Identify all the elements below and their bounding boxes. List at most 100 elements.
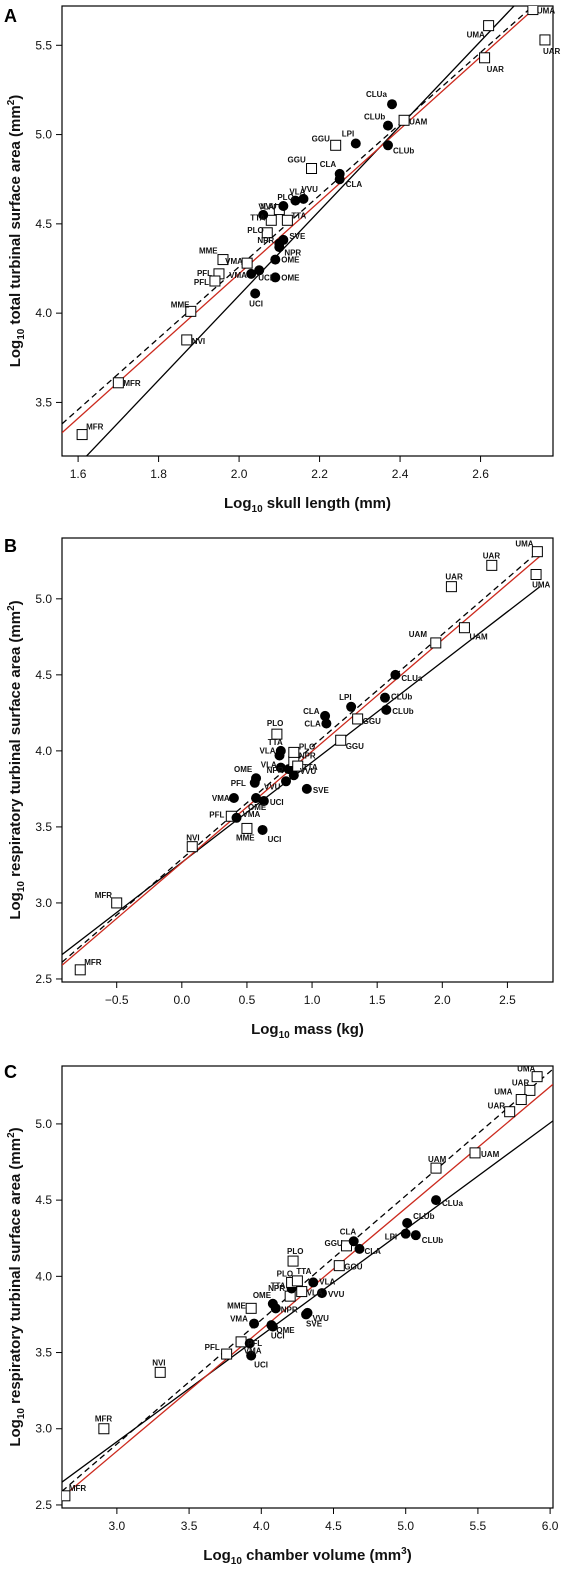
- point-open-square: [181, 334, 193, 346]
- point-open-square: [530, 568, 542, 580]
- point-label: UCI: [249, 300, 263, 309]
- point-filled-circle: [334, 174, 345, 185]
- point-label: NPR: [257, 236, 274, 245]
- point-label: VLA: [307, 1289, 323, 1298]
- point-label: PFL: [205, 1343, 220, 1352]
- point-label: VVU: [264, 782, 281, 791]
- point-open-square: [531, 1071, 543, 1083]
- point-label: VMA: [243, 810, 261, 819]
- point-label: MME: [236, 833, 255, 842]
- point-label: LPI: [385, 1233, 397, 1242]
- point-label: VMA: [225, 257, 243, 266]
- plot-area: [62, 1068, 553, 1502]
- point-open-square: [292, 760, 304, 772]
- point-open-square: [74, 964, 86, 976]
- chart-a-svg: A 1.6 1.8 2.0 2.2 2.4 2.6 3.5 4.0 4.5 5.0 5.5 Log10 …: [4, 5, 561, 515]
- panel-c: C 3.0 3.5 4.0 4.5 5.0 5.5 6.0 2.5 3.0 3.5 4.0 4.5 5.0…: [0, 1052, 561, 1578]
- x-axis-title: Log10 chamber volume (mm3): [203, 1546, 411, 1567]
- point-filled-circle: [267, 1321, 278, 1332]
- point-label: GGU: [324, 1239, 342, 1248]
- point-label: VMA: [212, 794, 230, 803]
- point-open-square: [186, 841, 198, 853]
- point-label: VLA: [289, 188, 305, 197]
- point-open-square: [445, 581, 457, 593]
- point-filled-circle: [346, 701, 357, 712]
- point-filled-circle: [390, 669, 401, 680]
- y-tick-label: 4.5: [35, 668, 52, 682]
- plot-frame: [61, 5, 554, 457]
- x-tick-label: 1.5: [369, 993, 386, 1007]
- point-open-square: [469, 1147, 481, 1159]
- x-tick-label: 2.4: [392, 467, 409, 481]
- point-open-square: [76, 429, 88, 441]
- x-tick-label: 6.0: [542, 1519, 559, 1533]
- point-filled-circle: [254, 265, 265, 276]
- point-label: PFL: [231, 779, 246, 788]
- point-label: MME: [171, 300, 190, 309]
- point-open-square: [209, 275, 221, 287]
- point-label: MME: [227, 1301, 246, 1310]
- point-label: VVU: [313, 1314, 330, 1323]
- point-label: VVU: [328, 1290, 345, 1299]
- x-tick-label: 3.0: [109, 1519, 126, 1533]
- point-filled-circle: [348, 1236, 359, 1247]
- y-tick-label: 3.0: [35, 1422, 52, 1436]
- y-tick-label: 3.5: [35, 820, 52, 834]
- point-filled-circle: [258, 209, 269, 220]
- point-open-square: [458, 622, 470, 634]
- x-tick-label: 2.2: [311, 467, 328, 481]
- point-filled-circle: [270, 1303, 281, 1314]
- point-label: NVI: [152, 1358, 165, 1367]
- point-open-square: [62, 1490, 71, 1502]
- point-filled-circle: [246, 268, 257, 279]
- point-filled-circle: [320, 710, 331, 721]
- fit-line-red: [62, 6, 539, 434]
- x-tick-label: 0.0: [173, 993, 190, 1007]
- y-tick-label: 5.0: [35, 1117, 52, 1131]
- point-filled-circle: [298, 193, 309, 204]
- y-axis-title: Log10 respiratory turbinal surface area …: [6, 600, 27, 919]
- y-tick-label: 4.0: [35, 306, 52, 320]
- point-label: SVE: [306, 1319, 323, 1328]
- point-label: PLO: [287, 1247, 303, 1256]
- point-filled-circle: [354, 1243, 365, 1254]
- point-label: NVI: [192, 337, 205, 346]
- point-label: PLO: [277, 193, 293, 202]
- x-tick-label: 1.0: [304, 993, 321, 1007]
- point-filled-circle: [251, 773, 262, 784]
- point-open-square: [524, 1084, 536, 1096]
- point-filled-circle: [382, 140, 393, 151]
- point-label: CLUa: [401, 674, 422, 683]
- point-label: GGU: [344, 1263, 362, 1272]
- panel-letter: A: [4, 6, 17, 26]
- point-filled-circle: [251, 793, 262, 804]
- point-filled-circle: [301, 783, 312, 794]
- point-label: PLO: [277, 1269, 293, 1278]
- point-filled-circle: [281, 776, 292, 787]
- point-label: OME: [234, 765, 253, 774]
- point-filled-circle: [321, 718, 332, 729]
- point-label: CLUa: [442, 1199, 463, 1208]
- point-label: CLA: [304, 720, 321, 729]
- point-label: UAM: [409, 117, 428, 126]
- point-label: UMA: [515, 540, 533, 549]
- point-label: UMA: [517, 1065, 535, 1074]
- point-label: VMA: [230, 1315, 248, 1324]
- fit-line-black: [85, 6, 515, 456]
- x-tick-label: −0.5: [105, 993, 129, 1007]
- point-label: SVE: [313, 786, 330, 795]
- x-tick-label: 2.6: [472, 467, 489, 481]
- point-label: UCI: [271, 1332, 285, 1341]
- point-label: UCI: [254, 1361, 268, 1370]
- point-label: TTA: [268, 738, 283, 747]
- point-label: MFR: [123, 379, 141, 388]
- point-filled-circle: [379, 692, 390, 703]
- point-filled-circle: [382, 120, 393, 131]
- point-label: PFL: [209, 810, 224, 819]
- point-label: UCI: [258, 273, 272, 282]
- chart-b-svg: B −0.5 0.0 0.5 1.0 1.5 2.0 2.5 2.5 3.0 3.5 4.0 4.5 5.…: [4, 536, 554, 1041]
- point-open-square: [527, 6, 539, 16]
- point-open-square: [288, 746, 300, 758]
- x-tick-label: 5.5: [470, 1519, 487, 1533]
- point-open-square: [154, 1366, 166, 1378]
